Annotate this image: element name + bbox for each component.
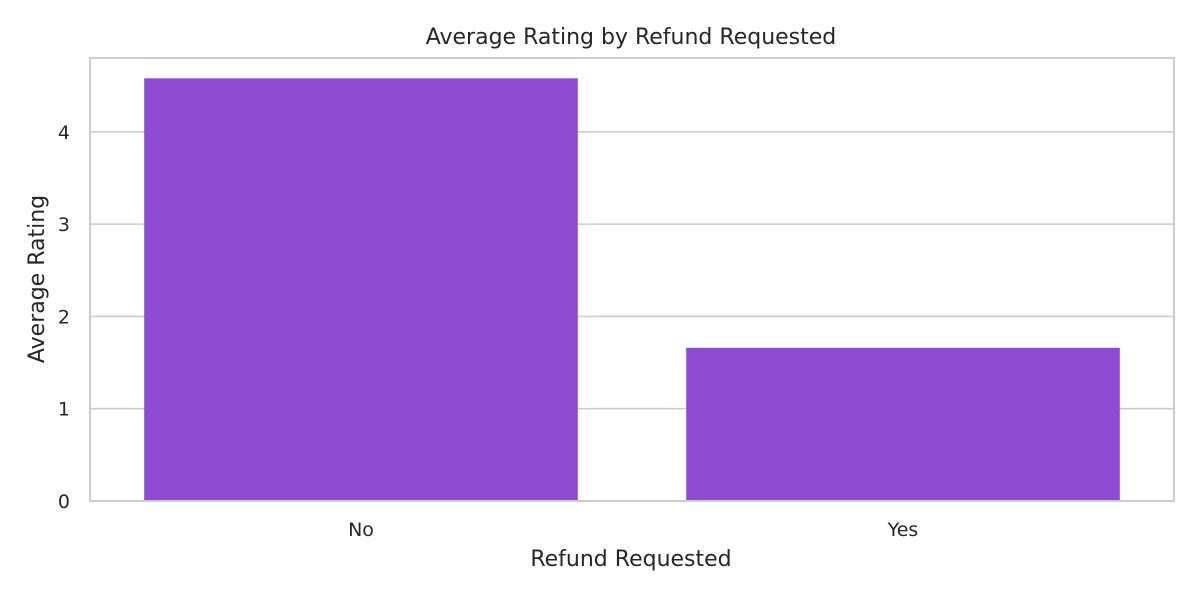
bars	[144, 78, 1120, 501]
x-tick-label: No	[348, 519, 374, 541]
y-tick-label: 2	[58, 306, 70, 328]
x-tick-label: Yes	[887, 519, 919, 541]
chart-title: Average Rating by Refund Requested	[426, 25, 837, 50]
x-tick-labels: No Yes	[348, 519, 918, 541]
y-tick-labels: 0 1 2 3 4	[58, 122, 70, 513]
plot-frame	[89, 57, 1175, 502]
bar-yes	[686, 347, 1120, 501]
x-axis-label: Refund Requested	[530, 547, 731, 572]
y-tick-label: 0	[58, 491, 70, 513]
bar-no	[144, 78, 578, 501]
y-tick-label: 1	[58, 399, 70, 421]
y-tick-label: 3	[58, 214, 70, 236]
y-tick-label: 4	[58, 122, 70, 144]
y-axis-label: Average Rating	[25, 195, 50, 363]
